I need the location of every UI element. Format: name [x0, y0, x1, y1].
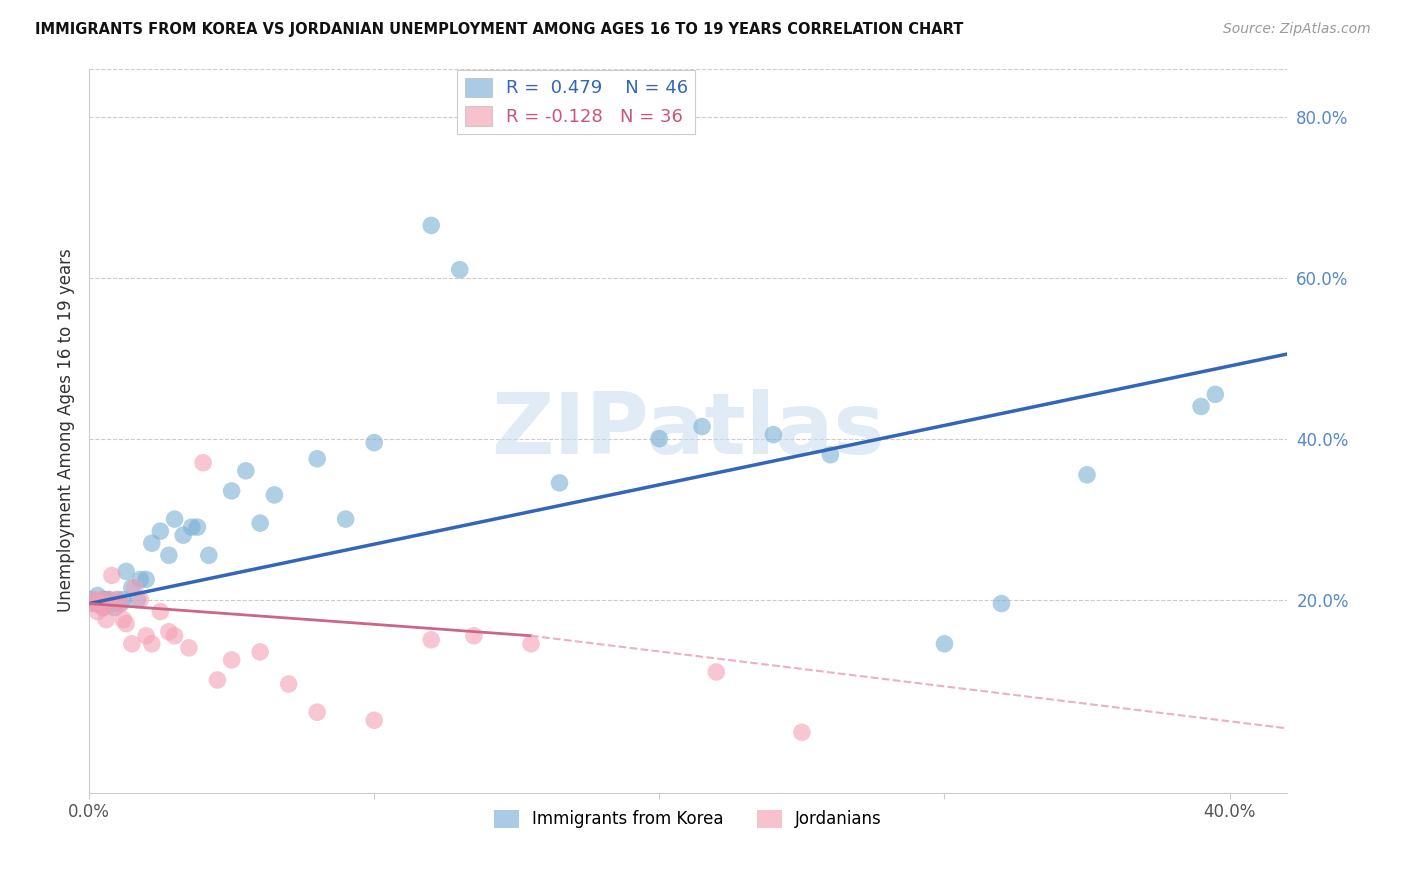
- Point: [648, 432, 671, 446]
- Point: [180, 520, 202, 534]
- Point: [186, 520, 208, 534]
- Point: [135, 573, 157, 587]
- Point: [101, 597, 124, 611]
- Point: [107, 592, 129, 607]
- Point: [157, 624, 180, 639]
- Point: [127, 592, 149, 607]
- Point: [86, 597, 108, 611]
- Point: [790, 725, 813, 739]
- Point: [124, 581, 146, 595]
- Point: [112, 613, 135, 627]
- Point: [98, 592, 121, 607]
- Point: [548, 475, 571, 490]
- Point: [163, 629, 186, 643]
- Point: [263, 488, 285, 502]
- Point: [249, 516, 271, 530]
- Point: [141, 536, 163, 550]
- Text: IMMIGRANTS FROM KOREA VS JORDANIAN UNEMPLOYMENT AMONG AGES 16 TO 19 YEARS CORREL: IMMIGRANTS FROM KOREA VS JORDANIAN UNEMP…: [35, 22, 963, 37]
- Point: [149, 524, 172, 538]
- Point: [762, 427, 785, 442]
- Point: [86, 597, 108, 611]
- Point: [157, 549, 180, 563]
- Point: [91, 600, 114, 615]
- Point: [121, 581, 143, 595]
- Point: [307, 451, 329, 466]
- Point: [934, 637, 956, 651]
- Point: [135, 629, 157, 643]
- Point: [86, 605, 108, 619]
- Point: [277, 677, 299, 691]
- Point: [115, 565, 138, 579]
- Point: [96, 613, 118, 627]
- Point: [112, 592, 135, 607]
- Point: [129, 573, 152, 587]
- Point: [207, 673, 229, 687]
- Point: [115, 616, 138, 631]
- Point: [110, 597, 132, 611]
- Point: [91, 592, 114, 607]
- Point: [363, 713, 385, 727]
- Point: [820, 448, 842, 462]
- Point: [83, 592, 105, 607]
- Point: [177, 640, 200, 655]
- Point: [80, 592, 103, 607]
- Point: [191, 456, 214, 470]
- Point: [463, 629, 485, 643]
- Point: [104, 600, 127, 615]
- Point: [172, 528, 194, 542]
- Text: Source: ZipAtlas.com: Source: ZipAtlas.com: [1223, 22, 1371, 37]
- Point: [129, 592, 152, 607]
- Point: [149, 605, 172, 619]
- Point: [110, 597, 132, 611]
- Point: [307, 705, 329, 719]
- Point: [363, 435, 385, 450]
- Point: [449, 262, 471, 277]
- Point: [690, 419, 713, 434]
- Point: [80, 597, 103, 611]
- Point: [420, 219, 443, 233]
- Point: [107, 592, 129, 607]
- Point: [335, 512, 357, 526]
- Point: [249, 645, 271, 659]
- Point: [89, 592, 111, 607]
- Point: [990, 597, 1012, 611]
- Point: [91, 597, 114, 611]
- Point: [520, 637, 543, 651]
- Point: [420, 632, 443, 647]
- Point: [96, 592, 118, 607]
- Point: [1189, 400, 1212, 414]
- Point: [86, 589, 108, 603]
- Point: [91, 600, 114, 615]
- Point: [98, 592, 121, 607]
- Point: [221, 653, 243, 667]
- Point: [101, 568, 124, 582]
- Point: [89, 597, 111, 611]
- Point: [235, 464, 257, 478]
- Point: [141, 637, 163, 651]
- Text: ZIPatlas: ZIPatlas: [491, 389, 884, 472]
- Point: [163, 512, 186, 526]
- Point: [83, 597, 105, 611]
- Point: [121, 637, 143, 651]
- Point: [104, 600, 127, 615]
- Point: [198, 549, 221, 563]
- Point: [704, 665, 727, 679]
- Legend: Immigrants from Korea, Jordanians: Immigrants from Korea, Jordanians: [486, 803, 889, 835]
- Point: [1204, 387, 1226, 401]
- Point: [1076, 467, 1098, 482]
- Y-axis label: Unemployment Among Ages 16 to 19 years: Unemployment Among Ages 16 to 19 years: [58, 249, 75, 613]
- Point: [221, 483, 243, 498]
